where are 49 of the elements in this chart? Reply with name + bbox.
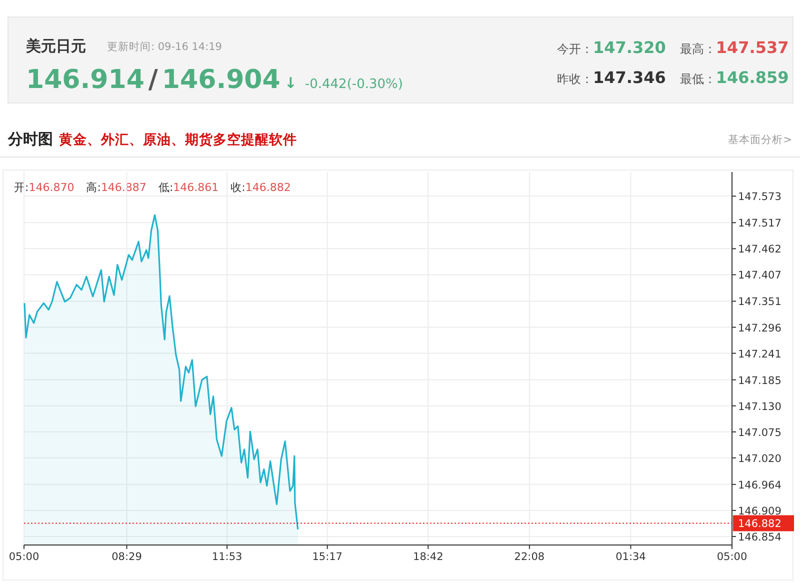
text: 147.346 bbox=[593, 68, 666, 87]
annotation: 低: bbox=[158, 181, 174, 194]
text: 分时图 bbox=[7, 130, 53, 148]
x-tick-label: 15:17 bbox=[312, 551, 342, 563]
annotation: 146.887 bbox=[100, 181, 146, 194]
y-tick-label: 147.241 bbox=[738, 348, 782, 360]
y-tick-label: 146.909 bbox=[738, 505, 782, 518]
chart-title: 美元日元 bbox=[25, 37, 86, 55]
text: -0.442(-0.30%) bbox=[304, 77, 403, 92]
y-tick-label: 147.296 bbox=[738, 322, 782, 334]
text: 146.859 bbox=[716, 68, 789, 87]
text: 黄金、外汇、原油、期货多空提醒软件 bbox=[58, 131, 297, 148]
y-tick-label: 147.130 bbox=[738, 400, 782, 413]
y-tick-label: 147.573 bbox=[738, 191, 782, 204]
y-tick-label: 146.964 bbox=[738, 479, 782, 492]
text: 147.537 bbox=[716, 38, 789, 57]
text: 147.320 bbox=[593, 38, 666, 57]
annotation: 146.861 bbox=[173, 181, 219, 194]
x-tick-label: 18:42 bbox=[413, 551, 444, 563]
text: ↓ bbox=[284, 74, 297, 92]
annotation: 收: bbox=[230, 181, 246, 194]
y-tick-label: 147.185 bbox=[738, 374, 782, 387]
text: 最高： bbox=[680, 42, 716, 56]
x-tick-label: 05:00 bbox=[716, 551, 748, 563]
ref-line-label: 146.882 bbox=[738, 518, 782, 530]
x-tick-label: 08:29 bbox=[112, 551, 142, 563]
annotation: 开: bbox=[14, 181, 29, 194]
text: 基本面分析> bbox=[728, 133, 792, 146]
annotation: 高: bbox=[86, 181, 101, 194]
x-tick-label: 11:53 bbox=[212, 551, 242, 563]
text: 146.904 bbox=[162, 65, 280, 95]
text: 146.914 bbox=[26, 65, 144, 95]
y-tick-label: 147.462 bbox=[738, 244, 782, 256]
y-tick-label: 147.351 bbox=[738, 296, 782, 308]
text: 最低： bbox=[680, 72, 716, 86]
x-tick-label: 01:34 bbox=[616, 551, 646, 563]
x-tick-label: 22:08 bbox=[514, 551, 545, 563]
y-tick-label: 147.407 bbox=[738, 270, 782, 282]
text: / bbox=[148, 65, 158, 95]
y-tick-label: 147.517 bbox=[738, 218, 782, 230]
x-tick-label: 05:00 bbox=[8, 551, 40, 563]
text: 昨收： bbox=[557, 72, 593, 86]
annotation: 146.870 bbox=[28, 181, 74, 194]
y-tick-label: 147.075 bbox=[738, 426, 782, 439]
chart-subtitle: 更新时间: 09-16 14:19 bbox=[107, 40, 222, 53]
text: 今开： bbox=[557, 42, 593, 56]
y-tick-label: 146.854 bbox=[738, 531, 782, 544]
y-tick-label: 147.020 bbox=[738, 452, 782, 465]
annotation: 146.882 bbox=[245, 181, 291, 194]
